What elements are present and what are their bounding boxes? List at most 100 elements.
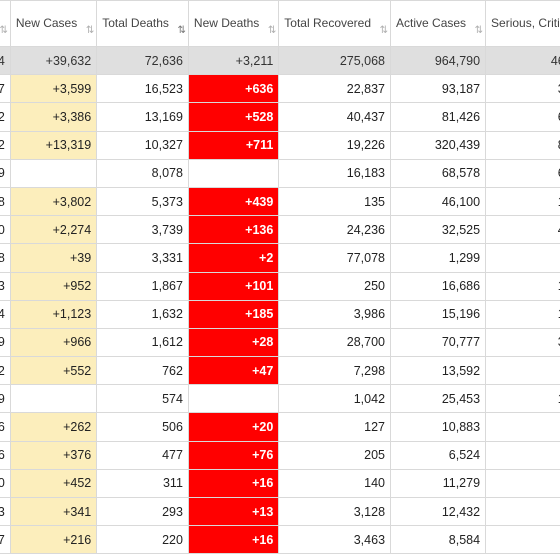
total-cases-cell: 267 [0, 525, 11, 555]
active-cases-cell: 964,790 [390, 45, 487, 76]
new-cases-cell: +216 [9, 525, 98, 555]
total-deaths-cell: 477 [96, 440, 189, 470]
total-cases-col-header[interactable]: ⇅ [0, 0, 11, 47]
new-cases-cell [9, 158, 98, 188]
total-recovered-cell: 275,068 [278, 45, 392, 76]
active-cases-cell: 68,578 [390, 158, 487, 188]
new-deaths-cell: +136 [187, 215, 280, 245]
total-deaths-cell: 574 [96, 384, 189, 414]
active-cases-cell: 46,100 [390, 186, 487, 217]
total-deaths-cell: 13,169 [96, 102, 189, 132]
serious-critical-cell: 1,381 [485, 384, 560, 414]
active-cases-cell: 10,883 [390, 412, 487, 442]
total-cases-cell: 032 [0, 102, 11, 132]
sort-icon[interactable]: ⇅ [267, 25, 277, 36]
total-recovered-col-label: Total Recovered [284, 16, 372, 30]
active-cases-cell: 81,426 [390, 102, 487, 132]
new-cases-cell: +262 [9, 412, 98, 442]
new-deaths-cell: +101 [187, 271, 280, 301]
serious-critical-cell: 3,898 [485, 74, 560, 104]
total-recovered-cell: 28,700 [278, 327, 392, 358]
new-cases-cell: +2,274 [9, 215, 98, 245]
serious-critical-col-header[interactable]: Serious, Critical⇅ [485, 0, 560, 47]
total-recovered-cell: 16,183 [278, 158, 392, 188]
total-deaths-cell: 1,867 [96, 271, 189, 301]
table-row: 314+1,1231,632+1853,98615,1961,2571,7961… [0, 299, 560, 329]
serious-critical-cell: 6,931 [485, 102, 560, 132]
new-deaths-cell [187, 158, 280, 188]
total-cases-cell: 494 [0, 45, 11, 76]
total-cases-cell: 092 [0, 130, 11, 160]
new-cases-col-header[interactable]: New Cases ⇅ [9, 0, 98, 47]
new-deaths-cell: +439 [187, 186, 280, 217]
total-recovered-cell: 3,463 [278, 525, 392, 555]
serious-critical-cell: 6,838 [485, 158, 560, 188]
serious-critical-cell: 270 [485, 468, 560, 499]
total-cases-cell: 969 [0, 384, 11, 414]
new-cases-cell: +13,319 [9, 130, 98, 160]
total-recovered-cell: 205 [278, 440, 392, 470]
new-deaths-cell [187, 384, 280, 414]
total-recovered-cell: 127 [278, 412, 392, 442]
new-cases-cell: +3,802 [9, 186, 98, 217]
total-cases-cell: 552 [0, 356, 11, 386]
serious-critical-cell: 426 [485, 496, 560, 527]
new-deaths-cell: +20 [187, 412, 280, 442]
total-row: 494+39,63272,636+3,211275,068964,79046,2… [0, 45, 560, 76]
serious-critical-cell: 296 [485, 412, 560, 442]
total-recovered-cell: 250 [278, 271, 392, 301]
serious-critical-cell: 3,936 [485, 327, 560, 358]
total-cases-cell: 206 [0, 440, 11, 470]
table-row: 547+3,59916,523+63622,83793,1873,8982,19… [0, 74, 560, 104]
total-recovered-cell: 1,042 [278, 384, 392, 414]
total-cases-cell: 289 [0, 327, 11, 358]
new-deaths-cell: +185 [187, 299, 280, 329]
total-cases-cell: 708 [0, 243, 11, 273]
sort-icon[interactable]: ⇅ [474, 25, 484, 36]
active-cases-cell: 15,196 [390, 299, 487, 329]
active-cases-cell: 70,777 [390, 327, 487, 358]
total-recovered-cell: 7,298 [278, 356, 392, 386]
sort-icon[interactable]: ⇅ [0, 25, 8, 36]
total-deaths-cell: 10,327 [96, 130, 189, 160]
total-cases-cell: 516 [0, 412, 11, 442]
serious-critical-cell: 46,215 [485, 45, 560, 76]
sort-icon[interactable]: ⇅ [379, 25, 389, 36]
serious-critical-cell: 4,083 [485, 215, 560, 245]
total-recovered-cell: 135 [278, 186, 392, 217]
table-row: 032+3,38613,169+52840,43781,4266,9312,88… [0, 102, 560, 132]
total-recovered-cell: 3,128 [278, 496, 392, 527]
total-deaths-col-header[interactable]: Total Deaths ⇅ [96, 0, 189, 47]
total-deaths-cell: 506 [96, 412, 189, 442]
total-recovered-cell: 140 [278, 468, 392, 499]
new-cases-cell: +452 [9, 468, 98, 499]
active-cases-col-header[interactable]: Active Cases ⇅ [390, 0, 487, 47]
active-cases-cell: 16,686 [390, 271, 487, 301]
new-deaths-cell: +47 [187, 356, 280, 386]
total-deaths-cell: 5,373 [96, 186, 189, 217]
new-deaths-col-header[interactable]: New Deaths ⇅ [187, 0, 280, 47]
total-deaths-cell: 16,523 [96, 74, 189, 104]
active-cases-cell: 93,187 [390, 74, 487, 104]
active-cases-cell: 8,584 [390, 525, 487, 555]
sort-icon[interactable]: ⇅ [85, 25, 95, 36]
total-deaths-cell: 3,331 [96, 243, 189, 273]
total-deaths-cell: 1,632 [96, 299, 189, 329]
total-deaths-cell: 3,739 [96, 215, 189, 245]
new-cases-cell: +39,632 [9, 45, 98, 76]
serious-critical-cell: 265 [485, 243, 560, 273]
total-recovered-col-header[interactable]: Total Recovered ⇅ [278, 0, 392, 47]
new-deaths-cell: +76 [187, 440, 280, 470]
sort-icon[interactable]: ⇅ [177, 25, 187, 36]
new-cases-cell: +3,599 [9, 74, 98, 104]
